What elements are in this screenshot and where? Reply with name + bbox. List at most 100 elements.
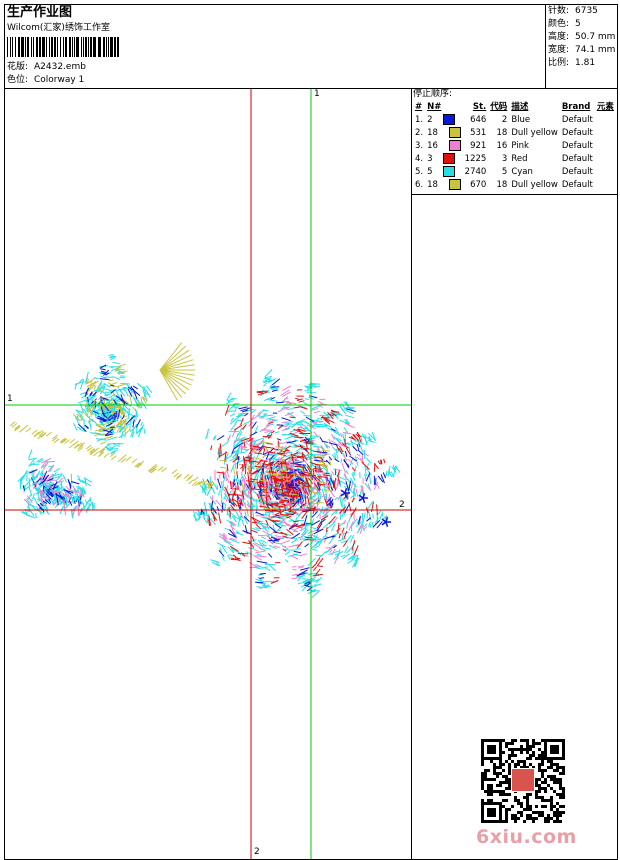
stitch	[65, 485, 71, 492]
stitch	[331, 410, 340, 413]
stitch	[284, 435, 295, 440]
stitch	[238, 406, 248, 410]
stitch	[117, 383, 127, 387]
stitch	[159, 369, 183, 398]
stitch	[300, 410, 306, 415]
stitch	[77, 506, 80, 516]
stitch	[257, 411, 261, 416]
stat-width-value: 74.1 mm	[575, 45, 616, 55]
stitch	[316, 454, 326, 457]
stitch	[237, 516, 241, 528]
stitch	[344, 487, 348, 494]
stitch	[159, 369, 178, 401]
stitch	[38, 431, 45, 437]
stitch	[284, 550, 291, 556]
stitch	[311, 405, 321, 410]
design-file: A2432.emb	[34, 62, 86, 72]
stitch	[40, 457, 52, 464]
color-swatch	[448, 179, 461, 190]
stitch	[299, 525, 304, 532]
stitch	[297, 572, 306, 582]
stitch	[371, 522, 374, 529]
stitch	[259, 539, 267, 544]
stitch	[77, 426, 82, 430]
stitch	[40, 432, 47, 437]
stitch	[310, 541, 320, 550]
stitch	[41, 460, 48, 468]
stitch	[110, 455, 117, 461]
stitch	[287, 502, 296, 505]
stitch	[103, 369, 110, 376]
stitch	[278, 480, 283, 488]
stitch	[113, 442, 121, 445]
stitch	[299, 406, 308, 410]
stitch	[311, 548, 318, 551]
stitch	[382, 472, 387, 479]
stitch	[341, 402, 346, 410]
stitch	[311, 475, 317, 480]
stitch	[37, 459, 44, 463]
stitch	[311, 588, 316, 592]
stitch	[293, 537, 298, 541]
stitch	[295, 445, 304, 448]
stitch	[298, 569, 308, 576]
row-brand: Default	[561, 180, 593, 190]
stitch	[324, 535, 335, 540]
stitch	[273, 545, 280, 549]
stitch	[341, 510, 345, 518]
stitch	[119, 419, 122, 430]
stitch	[256, 391, 264, 394]
stitch	[218, 474, 221, 480]
stitch	[269, 456, 276, 462]
stitch	[54, 473, 63, 476]
stitch	[376, 521, 383, 529]
stitch	[276, 453, 286, 457]
stitch	[53, 467, 61, 473]
stitch	[304, 495, 307, 504]
stitch	[261, 423, 271, 432]
stitch	[110, 445, 116, 450]
stitch	[116, 422, 120, 427]
stitch	[85, 381, 93, 384]
stitch	[228, 402, 237, 412]
stitch	[159, 369, 190, 391]
stitch	[351, 473, 356, 481]
stitch	[25, 427, 32, 433]
stitch	[255, 527, 260, 530]
stitch	[245, 456, 254, 459]
stitch	[358, 497, 364, 502]
stitch	[288, 510, 297, 513]
stitch	[293, 479, 296, 487]
stitch	[364, 465, 367, 477]
stitch	[207, 481, 214, 486]
stitch	[230, 557, 241, 562]
stitch	[316, 483, 325, 486]
stitch	[298, 475, 307, 478]
stitch	[210, 511, 218, 521]
stitch	[268, 544, 277, 550]
stitch	[259, 460, 268, 462]
stitch	[37, 430, 44, 435]
stitch	[282, 385, 291, 392]
stitch	[279, 496, 287, 503]
stitch	[142, 396, 148, 401]
stitch	[187, 474, 194, 480]
stitch	[298, 471, 305, 475]
stitch	[300, 479, 311, 486]
stitch	[292, 498, 300, 508]
stitch	[140, 397, 143, 405]
stitch	[42, 461, 49, 470]
stitch	[29, 509, 35, 517]
stitch	[334, 458, 340, 463]
stitch	[276, 460, 285, 463]
stitch	[136, 419, 141, 428]
stitch	[307, 589, 316, 595]
stitch	[317, 493, 327, 500]
stitch	[247, 489, 250, 497]
stitch	[70, 481, 80, 485]
stitch	[345, 447, 352, 456]
stitch	[244, 448, 250, 452]
stitch	[321, 511, 329, 518]
stitch	[42, 470, 48, 480]
